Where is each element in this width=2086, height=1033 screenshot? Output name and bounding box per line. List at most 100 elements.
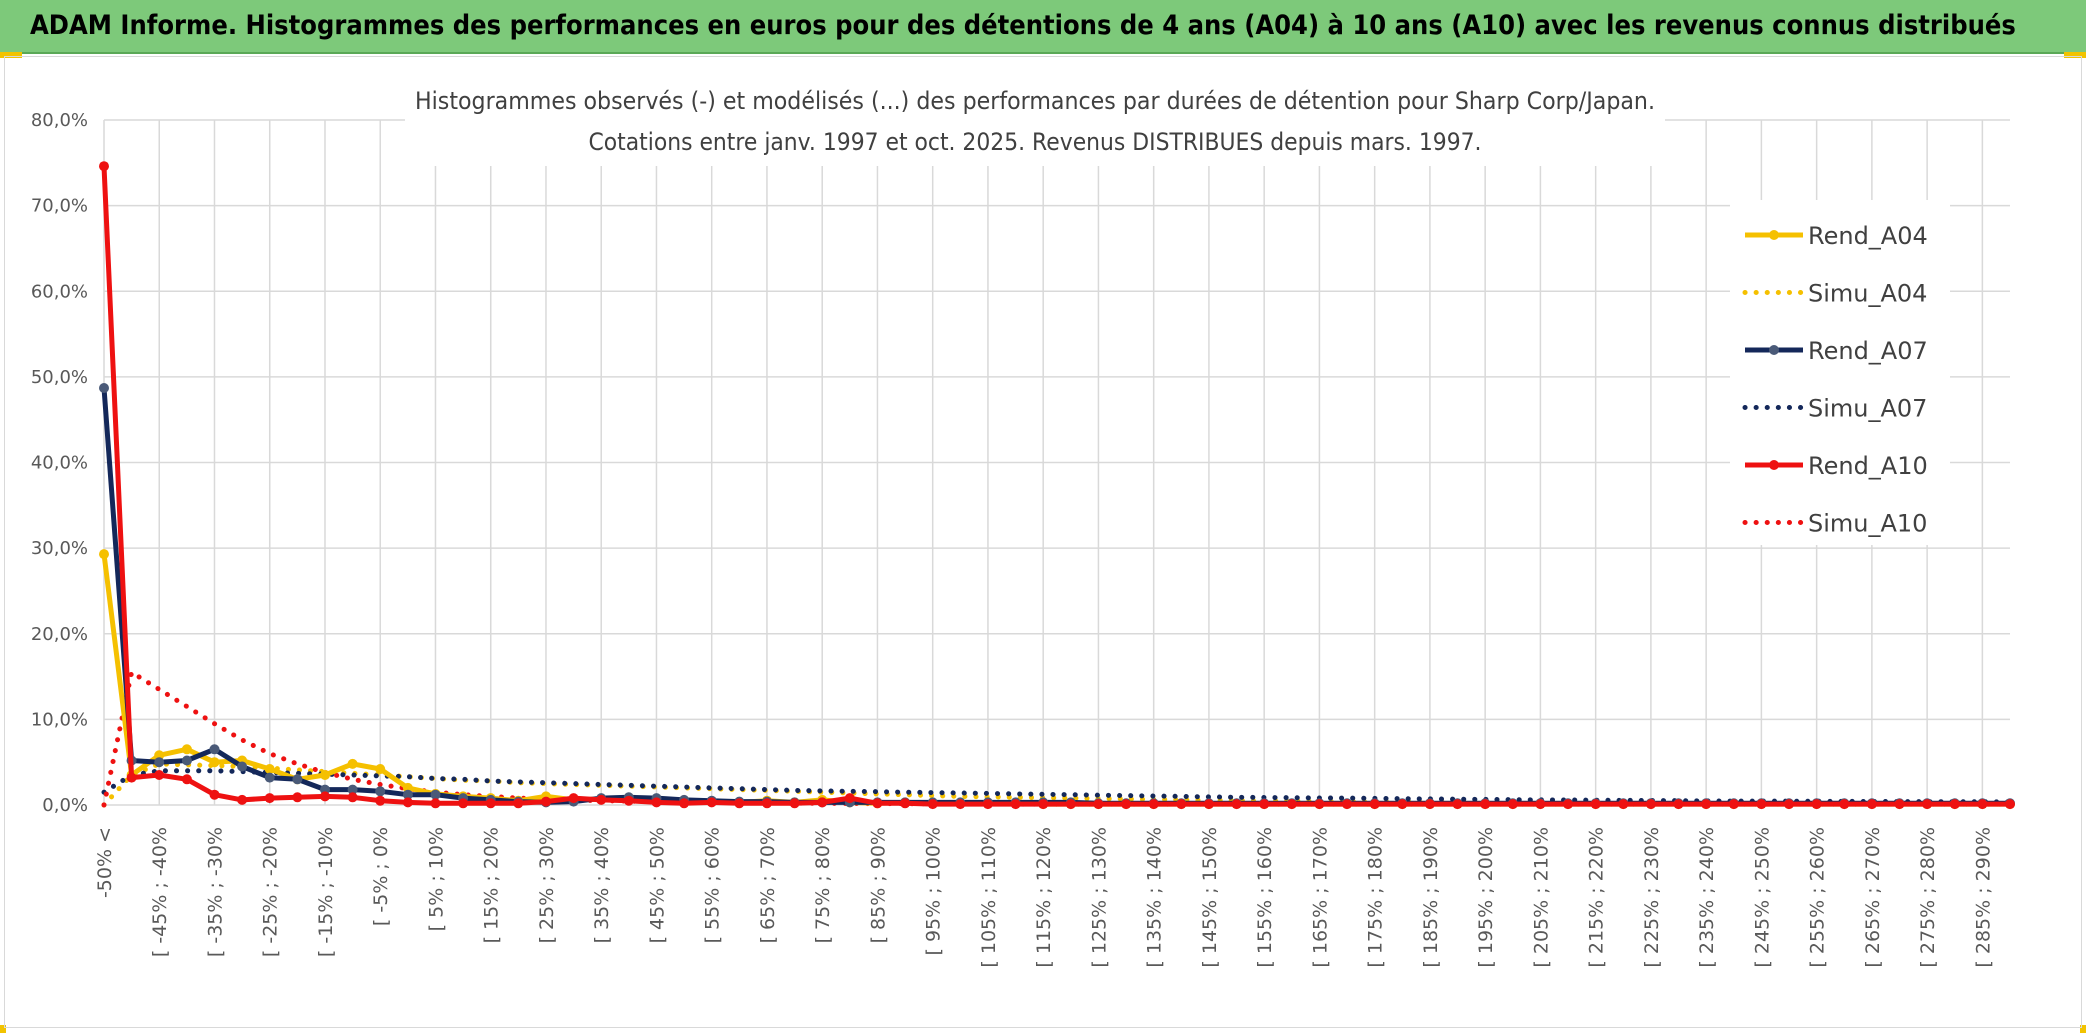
- data-point: [1065, 799, 1076, 810]
- legend-item: Rend_A10: [1745, 452, 1928, 480]
- data-point: [1038, 799, 1049, 810]
- data-point: [1811, 799, 1822, 810]
- x-tick-label: [ 15% ; 20%: [481, 827, 503, 943]
- data-point: [99, 549, 109, 560]
- x-tick-label: [ 155% ; 160%: [1254, 827, 1276, 968]
- data-point: [1977, 799, 1988, 810]
- data-point: [209, 757, 220, 768]
- data-point: [1093, 799, 1104, 810]
- data-point: [1231, 799, 1242, 810]
- legend-item: Rend_A04: [1745, 222, 1928, 250]
- data-point: [1645, 799, 1656, 810]
- legend: Rend_A04 Simu_A04 Rend_A07 Simu_A07 Rend_A10…: [1730, 200, 1950, 545]
- x-tick-label: [ 135% ; 140%: [1144, 827, 1166, 968]
- x-tick-label: [ -15% ; -10%: [315, 827, 337, 957]
- data-point: [1922, 799, 1933, 810]
- data-point: [430, 798, 441, 809]
- x-tick-label: [ 275% ; 280%: [1917, 827, 1939, 968]
- data-point: [762, 798, 772, 809]
- x-tick-label: [ 175% ; 180%: [1365, 827, 1387, 968]
- x-tick-label: [ 235% ; 240%: [1696, 827, 1718, 968]
- chart-title-background: [405, 80, 1665, 166]
- data-point: [1424, 799, 1435, 810]
- x-tick-label: [ 205% ; 210%: [1530, 827, 1552, 968]
- legend-label: Simu_A04: [1808, 280, 1927, 308]
- data-point: [1203, 799, 1214, 810]
- data-point: [1701, 799, 1712, 810]
- data-point: [181, 774, 192, 785]
- series-line: [101, 669, 2013, 808]
- data-point: [209, 744, 220, 755]
- data-point: [347, 784, 358, 795]
- data-point: [1121, 799, 1132, 810]
- series-rend-a07: [99, 383, 2015, 809]
- data-point: [982, 799, 993, 810]
- data-point: [651, 797, 662, 808]
- data-point: [402, 789, 413, 800]
- x-tick-label: [ 95% ; 100%: [923, 827, 945, 955]
- y-tick-label: 60,0%: [31, 281, 88, 302]
- x-tick-label: [ 165% ; 170%: [1309, 827, 1331, 968]
- legend-label: Simu_A10: [1808, 510, 1927, 538]
- y-axis-ticks: 0,0% 10,0% 20,0% 30,0% 40,0% 50,0% 60,0% 70,0% 8…: [31, 110, 88, 816]
- x-tick-label: [ -5% ; 0%: [370, 827, 392, 926]
- legend-item: Simu_A04: [1742, 280, 1927, 308]
- data-point: [126, 772, 137, 783]
- series-line: [101, 553, 2010, 807]
- series-line: [101, 166, 2010, 807]
- data-point: [458, 798, 469, 809]
- data-point: [844, 793, 855, 804]
- data-point: [347, 758, 358, 769]
- x-tick-label: [ -35% ; -30%: [204, 827, 226, 957]
- y-tick-label: 10,0%: [31, 709, 88, 730]
- y-tick-label: 20,0%: [31, 624, 88, 645]
- corner-accent-bottom-right: [2080, 1025, 2086, 1033]
- series-simu-a10: [101, 669, 2013, 808]
- data-point: [1286, 799, 1297, 810]
- y-tick-label: 70,0%: [31, 196, 88, 217]
- x-tick-label: [ 185% ; 190%: [1420, 827, 1442, 968]
- data-point: [375, 795, 386, 806]
- x-tick-label: [ 225% ; 230%: [1641, 827, 1663, 968]
- data-point: [237, 794, 248, 805]
- data-point: [900, 798, 911, 809]
- x-tick-label: [ 195% ; 200%: [1475, 827, 1497, 968]
- x-tick-label: [ 245% ; 250%: [1751, 827, 1773, 968]
- data-point: [872, 798, 883, 809]
- corner-accent-top-right: [2064, 52, 2086, 58]
- data-point: [181, 755, 192, 766]
- data-point: [706, 797, 717, 808]
- legend-item: Simu_A10: [1742, 510, 1927, 538]
- data-point: [1176, 799, 1187, 810]
- x-tick-label: [ 5% ; 10%: [425, 827, 447, 931]
- data-point: [402, 797, 413, 808]
- y-tick-label: 80,0%: [31, 110, 88, 131]
- report-header: ADAM Informe. Histogrammes des performan…: [0, 0, 2086, 54]
- x-tick-label: [ 265% ; 270%: [1862, 827, 1884, 968]
- legend-marker: [1769, 345, 1779, 355]
- data-point: [181, 744, 192, 755]
- data-point: [347, 792, 358, 803]
- data-point: [1369, 799, 1380, 810]
- data-point: [1839, 799, 1850, 810]
- x-tick-label: [ 285% ; 290%: [1972, 827, 1994, 968]
- data-point: [320, 770, 330, 780]
- legend-background: [1730, 200, 1950, 545]
- data-point: [292, 774, 303, 785]
- data-point: [1949, 799, 1960, 810]
- data-point: [264, 764, 275, 774]
- data-point: [154, 770, 165, 780]
- chart-title-line-1: Histogrammes observés (-) et modélisés (…: [415, 87, 1655, 115]
- chart-title-line-2: Cotations entre janv. 1997 et oct. 2025.…: [589, 128, 1482, 156]
- data-point: [1010, 799, 1021, 810]
- data-point: [1480, 799, 1491, 810]
- x-tick-label: -50% <: [94, 827, 116, 898]
- data-point: [1894, 799, 1905, 810]
- x-tick-label: [ 115% ; 120%: [1033, 827, 1055, 968]
- x-tick-label: [ 255% ; 260%: [1807, 827, 1829, 968]
- data-point: [596, 794, 607, 805]
- x-tick-label: [ 85% ; 90%: [867, 827, 889, 943]
- data-point: [1507, 799, 1518, 810]
- data-point: [1866, 799, 1877, 810]
- data-point: [375, 786, 386, 797]
